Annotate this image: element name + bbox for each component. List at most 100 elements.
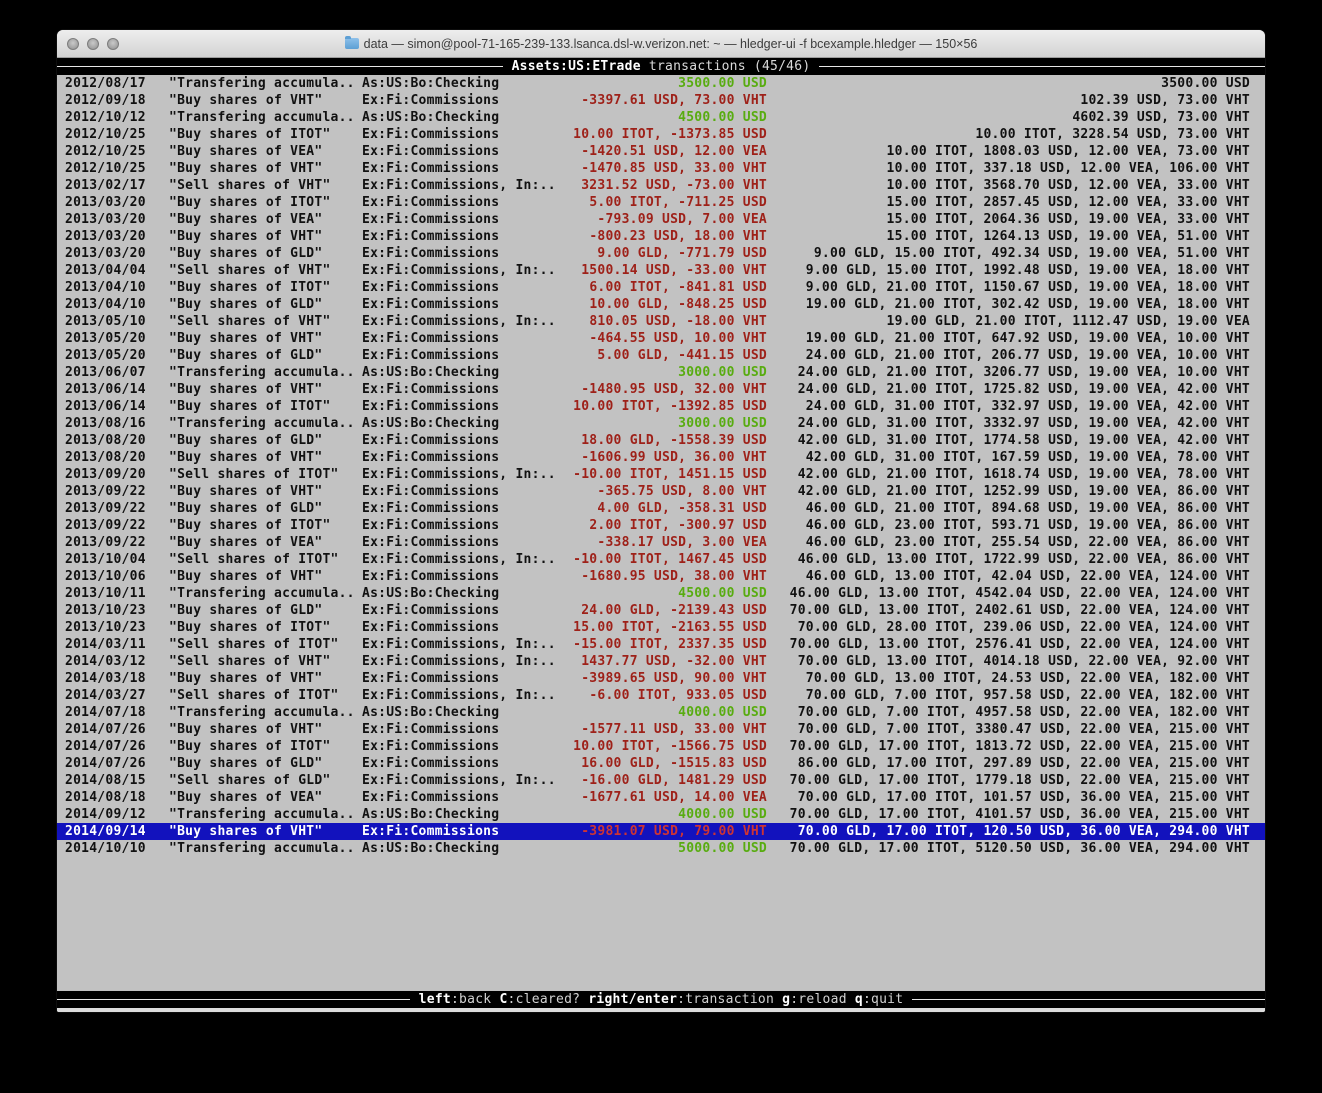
cell-other-accounts: As:US:Bo:Checking [362,841,500,856]
table-row[interactable]: 2014/07/26 "Buy shares of VHT" Ex:Fi:Commi… [57,721,1265,738]
zoom-button[interactable] [107,37,119,50]
cell-amount: 5.00 GLD, -441.15 USD [597,348,767,363]
table-row[interactable]: 2014/08/18 "Buy shares of VEA" Ex:Fi:Commi… [57,789,1265,806]
register-title-suffix: transactions (45/46) [640,59,811,74]
cell-date: 2012/10/25 [65,127,146,142]
cell-other-accounts: Ex:Fi:Commissions [362,671,500,686]
cell-date: 2014/03/18 [65,671,146,686]
table-row[interactable]: 2014/07/26 "Buy shares of GLD" Ex:Fi:Commi… [57,755,1265,772]
close-button[interactable] [67,37,79,50]
table-row[interactable]: 2012/09/18 "Buy shares of VHT" Ex:Fi:Commi… [57,92,1265,109]
table-row[interactable]: 2013/08/16 "Transfering accumula.. As:US:B… [57,415,1265,432]
cell-running-total: 19.00 GLD, 21.00 ITOT, 302.42 USD, 19.00… [805,297,1250,312]
table-row[interactable]: 2012/10/25 "Buy shares of ITOT" Ex:Fi:Comm… [57,126,1265,143]
cell-date: 2013/10/04 [65,552,146,567]
table-row[interactable]: 2013/06/14 "Buy shares of VHT" Ex:Fi:Commi… [57,381,1265,398]
table-row[interactable]: 2013/04/10 "Buy shares of GLD" Ex:Fi:Commi… [57,296,1265,313]
table-row[interactable]: 2013/04/04 "Sell shares of VHT" Ex:Fi:Comm… [57,262,1265,279]
table-row[interactable]: 2014/03/18 "Buy shares of VHT" Ex:Fi:Commi… [57,670,1265,687]
cell-other-accounts: Ex:Fi:Commissions [362,722,500,737]
table-row[interactable]: 2012/10/25 "Buy shares of VEA" Ex:Fi:Commi… [57,143,1265,160]
table-row[interactable]: 2013/10/06 "Buy shares of VHT" Ex:Fi:Commi… [57,568,1265,585]
table-row[interactable]: 2012/10/12 "Transfering accumula.. As:US:B… [57,109,1265,126]
table-row-selected[interactable]: 2014/09/14 "Buy shares of VHT" Ex:Fi:Commi… [57,823,1265,840]
window-titlebar[interactable]: data — simon@pool-71-165-239-133.lsanca.… [57,30,1265,58]
cell-amount: -1420.51 USD, 12.00 VEA [581,144,767,159]
cell-date: 2013/09/22 [65,518,146,533]
cell-amount: -3989.65 USD, 90.00 VHT [581,671,767,686]
keybinding-action: :back [450,992,500,1007]
cell-running-total: 9.00 GLD, 21.00 ITOT, 1150.67 USD, 19.00… [805,280,1250,295]
table-row[interactable]: 2014/07/26 "Buy shares of ITOT" Ex:Fi:Comm… [57,738,1265,755]
table-row[interactable]: 2014/09/12 "Transfering accumula.. As:US:B… [57,806,1265,823]
table-row[interactable]: 2012/08/17 "Transfering accumula.. As:US:B… [57,75,1265,92]
table-row[interactable]: 2014/03/11 "Sell shares of ITOT" Ex:Fi:Com… [57,636,1265,653]
table-row[interactable]: 2013/05/20 "Buy shares of GLD" Ex:Fi:Commi… [57,347,1265,364]
table-row[interactable]: 2013/09/22 "Buy shares of VHT" Ex:Fi:Commi… [57,483,1265,500]
table-row[interactable]: 2013/09/20 "Sell shares of ITOT" Ex:Fi:Com… [57,466,1265,483]
cell-running-total: 15.00 ITOT, 1264.13 USD, 19.00 VEA, 51.0… [886,229,1250,244]
cell-amount: 1437.77 USD, -32.00 VHT [581,654,767,669]
table-row[interactable]: 2013/09/22 "Buy shares of GLD" Ex:Fi:Commi… [57,500,1265,517]
table-row[interactable]: 2013/09/22 "Buy shares of VEA" Ex:Fi:Commi… [57,534,1265,551]
cell-date: 2013/03/20 [65,195,146,210]
cell-date: 2013/08/20 [65,450,146,465]
table-row[interactable]: 2013/10/23 "Buy shares of ITOT" Ex:Fi:Comm… [57,619,1265,636]
table-row[interactable]: 2013/10/11 "Transfering accumula.. As:US:B… [57,585,1265,602]
table-row[interactable]: 2013/05/10 "Sell shares of VHT" Ex:Fi:Comm… [57,313,1265,330]
table-row[interactable]: 2013/08/20 "Buy shares of VHT" Ex:Fi:Commi… [57,449,1265,466]
table-row[interactable]: 2013/06/07 "Transfering accumula.. As:US:B… [57,364,1265,381]
table-row[interactable]: 2014/08/15 "Sell shares of GLD" Ex:Fi:Comm… [57,772,1265,789]
table-row[interactable]: 2014/03/27 "Sell shares of ITOT" Ex:Fi:Com… [57,687,1265,704]
cell-description: "Buy shares of ITOT" [169,127,331,142]
table-row[interactable]: 2013/03/20 "Buy shares of VHT" Ex:Fi:Commi… [57,228,1265,245]
cell-running-total: 70.00 GLD, 28.00 ITOT, 239.06 USD, 22.00… [797,620,1250,635]
cell-amount: -1680.95 USD, 38.00 VHT [581,569,767,584]
cell-description: "Sell shares of VHT" [169,314,331,329]
empty-terminal-area [57,857,1265,991]
cell-running-total: 24.00 GLD, 21.00 ITOT, 3206.77 USD, 19.0… [797,365,1250,380]
cell-date: 2014/03/12 [65,654,146,669]
table-row[interactable]: 2013/03/20 "Buy shares of VEA" Ex:Fi:Commi… [57,211,1265,228]
table-row[interactable]: 2013/08/20 "Buy shares of GLD" Ex:Fi:Commi… [57,432,1265,449]
cell-running-total: 24.00 GLD, 31.00 ITOT, 332.97 USD, 19.00… [805,399,1250,414]
cell-running-total: 19.00 GLD, 21.00 ITOT, 647.92 USD, 19.00… [805,331,1250,346]
cell-other-accounts: Ex:Fi:Commissions [362,790,500,805]
cell-amount: 4000.00 USD [678,705,767,720]
table-row[interactable]: 2013/10/23 "Buy shares of GLD" Ex:Fi:Commi… [57,602,1265,619]
table-row[interactable]: 2013/03/20 "Buy shares of GLD" Ex:Fi:Commi… [57,245,1265,262]
cell-running-total: 70.00 GLD, 17.00 ITOT, 1779.18 USD, 22.0… [789,773,1250,788]
cell-description: "Buy shares of GLD" [169,246,323,261]
cell-date: 2014/07/18 [65,705,146,720]
cell-running-total: 15.00 ITOT, 2857.45 USD, 12.00 VEA, 33.0… [886,195,1250,210]
table-row[interactable]: 2013/04/10 "Buy shares of ITOT" Ex:Fi:Comm… [57,279,1265,296]
cell-date: 2013/09/22 [65,535,146,550]
cell-running-total: 10.00 ITOT, 3228.54 USD, 73.00 VHT [975,127,1250,142]
register-title-bar: Assets:US:ETrade transactions (45/46) [57,58,1265,75]
cell-amount: -338.17 USD, 3.00 VEA [597,535,767,550]
cell-date: 2014/09/12 [65,807,146,822]
table-row[interactable]: 2012/10/25 "Buy shares of VHT" Ex:Fi:Commi… [57,160,1265,177]
cell-other-accounts: As:US:Bo:Checking [362,807,500,822]
table-row[interactable]: 2013/09/22 "Buy shares of ITOT" Ex:Fi:Comm… [57,517,1265,534]
cell-description: "Sell shares of ITOT" [169,552,339,567]
cell-amount: 10.00 ITOT, -1373.85 USD [573,127,767,142]
table-row[interactable]: 2013/06/14 "Buy shares of ITOT" Ex:Fi:Comm… [57,398,1265,415]
table-row[interactable]: 2014/03/12 "Sell shares of VHT" Ex:Fi:Comm… [57,653,1265,670]
cell-amount: 10.00 ITOT, -1566.75 USD [573,739,767,754]
cell-amount: 24.00 GLD, -2139.43 USD [581,603,767,618]
table-row[interactable]: 2013/02/17 "Sell shares of VHT" Ex:Fi:Comm… [57,177,1265,194]
table-row[interactable]: 2013/05/20 "Buy shares of VHT" Ex:Fi:Commi… [57,330,1265,347]
cell-amount: 3000.00 USD [678,365,767,380]
cell-other-accounts: Ex:Fi:Commissions [362,93,500,108]
table-row[interactable]: 2013/10/04 "Sell shares of ITOT" Ex:Fi:Com… [57,551,1265,568]
table-row[interactable]: 2014/07/18 "Transfering accumula.. As:US:B… [57,704,1265,721]
cell-date: 2013/09/22 [65,501,146,516]
cell-description: "Sell shares of ITOT" [169,688,339,703]
table-row[interactable]: 2014/10/10 "Transfering accumula.. As:US:B… [57,840,1265,857]
table-row[interactable]: 2013/03/20 "Buy shares of ITOT" Ex:Fi:Comm… [57,194,1265,211]
cell-running-total: 70.00 GLD, 7.00 ITOT, 4957.58 USD, 22.00… [797,705,1250,720]
cell-running-total: 70.00 GLD, 17.00 ITOT, 5120.50 USD, 36.0… [789,841,1250,856]
minimize-button[interactable] [87,37,99,50]
